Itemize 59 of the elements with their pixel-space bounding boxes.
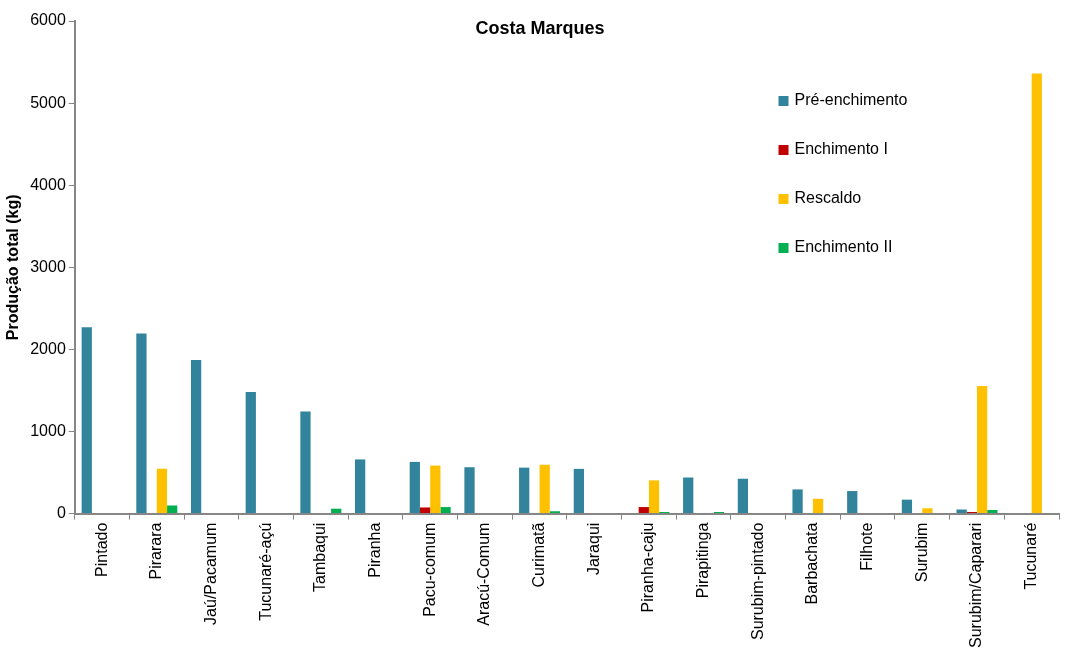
bar <box>190 360 202 514</box>
x-tick-label: Pirapitinga <box>694 522 711 599</box>
bar <box>519 467 530 514</box>
x-tick-label: Pintado <box>92 522 110 577</box>
x-tick-label: Piranha <box>365 522 383 578</box>
bar <box>901 499 913 514</box>
y-tick-label: 1000 <box>30 421 66 439</box>
bar <box>683 477 694 514</box>
bar <box>922 508 933 514</box>
bar <box>737 478 749 514</box>
bar <box>987 509 998 514</box>
x-tick-label: Filhote <box>858 522 876 571</box>
bar <box>167 505 178 514</box>
x-tick-label: Surubim/Caparari <box>967 522 985 649</box>
x-tick-label: Jaraqui <box>584 522 602 576</box>
bar <box>539 464 550 514</box>
bar <box>648 480 660 514</box>
legend-label: Enchimento II <box>794 238 893 256</box>
chart-title: Costa Marques <box>475 17 605 38</box>
legend-label: Enchimento I <box>794 140 888 158</box>
x-tick-label: Pirarara <box>147 522 165 580</box>
bar <box>156 468 168 514</box>
x-tick-label: Aracú-Comum <box>475 522 493 626</box>
y-tick-label: 6000 <box>30 11 66 29</box>
bar <box>300 411 311 514</box>
bar <box>419 507 431 514</box>
bar <box>792 489 803 514</box>
y-axis-title: Produção total (kg) <box>4 194 22 341</box>
legend-label: Rescaldo <box>794 189 862 207</box>
x-tick-label: Surubim-pintado <box>748 522 766 641</box>
bar <box>440 507 451 514</box>
bar <box>573 468 584 514</box>
bar <box>430 465 441 514</box>
x-tick-label: Curimatã <box>529 522 547 588</box>
bar <box>847 491 858 514</box>
bar <box>245 392 256 514</box>
y-tick-label: 4000 <box>30 175 66 193</box>
bar <box>1031 73 1042 514</box>
bar <box>355 459 366 514</box>
bar <box>464 467 475 514</box>
x-tick-label: Tambaqui <box>311 522 329 592</box>
x-tick-label: Jaú/Pacamum <box>201 522 219 625</box>
x-tick-label: Pacu-comum <box>420 522 438 617</box>
bar <box>81 327 92 514</box>
x-tick-label: Barbachata <box>803 522 821 605</box>
x-tick-label: Surubim <box>912 522 930 583</box>
bar <box>136 333 147 514</box>
y-tick-label: 0 <box>56 504 66 522</box>
legend-label: Pré-enchimento <box>794 91 908 109</box>
x-tick-label: Tucunaré-açú <box>256 522 274 621</box>
x-tick-label: Piranha-caju <box>639 522 657 613</box>
y-tick-label: 2000 <box>30 339 66 357</box>
bar <box>409 461 420 514</box>
x-tick-label: Tucunaré <box>1022 522 1040 590</box>
bar <box>812 498 824 514</box>
y-tick-label: 5000 <box>30 93 66 111</box>
y-tick-label: 3000 <box>30 257 66 275</box>
bar <box>976 385 988 514</box>
bar <box>638 507 649 514</box>
